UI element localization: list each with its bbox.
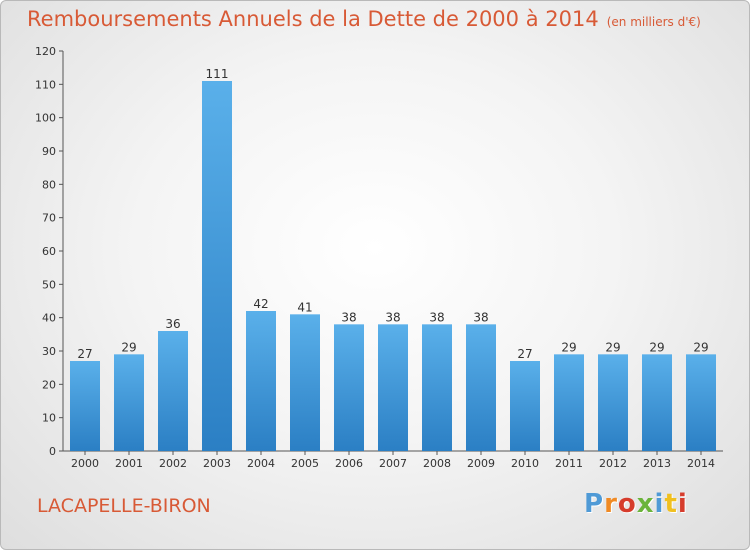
x-tick-label: 2013 [643, 457, 671, 470]
bar [510, 361, 540, 451]
x-tick-label: 2009 [467, 457, 495, 470]
bar [202, 81, 232, 451]
bar [290, 314, 320, 451]
bar [422, 324, 452, 451]
bar-value-label: 38 [473, 310, 488, 324]
x-tick-label: 2012 [599, 457, 627, 470]
bar-value-label: 29 [561, 340, 576, 354]
bar [598, 354, 628, 451]
y-tick-label: 50 [42, 278, 56, 291]
bar [686, 354, 716, 451]
proxiti-logo: Proxiti [584, 489, 688, 519]
unit-label: (en milliers d'€) [606, 15, 701, 29]
x-tick-label: 2000 [71, 457, 99, 470]
y-tick-label: 0 [49, 445, 56, 458]
y-tick-label: 80 [42, 178, 56, 191]
x-tick-label: 2011 [555, 457, 583, 470]
bar-value-label: 42 [253, 297, 268, 311]
x-tick-label: 2014 [687, 457, 715, 470]
logo-letter: t [664, 489, 678, 519]
y-tick-label: 70 [42, 212, 56, 225]
x-tick-label: 2010 [511, 457, 539, 470]
x-tick-label: 2003 [203, 457, 231, 470]
bar-value-label: 38 [385, 310, 400, 324]
logo-letter: r [604, 489, 618, 519]
y-tick-label: 110 [35, 78, 56, 91]
bar [378, 324, 408, 451]
logo-letter: x [636, 489, 655, 519]
x-tick-label: 2006 [335, 457, 363, 470]
x-tick-label: 2001 [115, 457, 143, 470]
x-tick-label: 2002 [159, 457, 187, 470]
bar [70, 361, 100, 451]
commune-name: LACAPELLE-BIRON [37, 495, 211, 517]
y-tick-label: 100 [35, 112, 56, 125]
bar-value-label: 29 [121, 340, 136, 354]
y-tick-label: 90 [42, 145, 56, 158]
x-tick-label: 2008 [423, 457, 451, 470]
bar-value-label: 27 [77, 347, 92, 361]
bar-value-label: 41 [297, 300, 312, 314]
bar [114, 354, 144, 451]
x-tick-label: 2005 [291, 457, 319, 470]
bar-value-label: 29 [649, 340, 664, 354]
x-tick-label: 2004 [247, 457, 275, 470]
title-text: Remboursements Annuels de la Dette de 20… [27, 7, 599, 31]
bar [246, 311, 276, 451]
bar-value-label: 38 [341, 310, 356, 324]
bar [466, 324, 496, 451]
y-tick-label: 30 [42, 345, 56, 358]
chart-title: Remboursements Annuels de la Dette de 20… [27, 7, 701, 31]
y-tick-label: 120 [35, 45, 56, 58]
bar-value-label: 38 [429, 310, 444, 324]
y-tick-label: 40 [42, 312, 56, 325]
y-tick-label: 10 [42, 412, 56, 425]
bar-value-label: 29 [605, 340, 620, 354]
x-tick-label: 2007 [379, 457, 407, 470]
y-tick-label: 60 [42, 245, 56, 258]
bar [334, 324, 364, 451]
bar-value-label: 29 [693, 340, 708, 354]
logo-letter: P [584, 489, 605, 519]
bar-value-label: 111 [206, 67, 229, 81]
bar [554, 354, 584, 451]
bar-value-label: 36 [165, 317, 180, 331]
logo-letter: i [654, 489, 665, 519]
logo-letter: o [617, 489, 637, 519]
logo-letter: i [677, 489, 688, 519]
bar-value-label: 27 [517, 347, 532, 361]
bar [158, 331, 188, 451]
bar [642, 354, 672, 451]
y-tick-label: 20 [42, 378, 56, 391]
